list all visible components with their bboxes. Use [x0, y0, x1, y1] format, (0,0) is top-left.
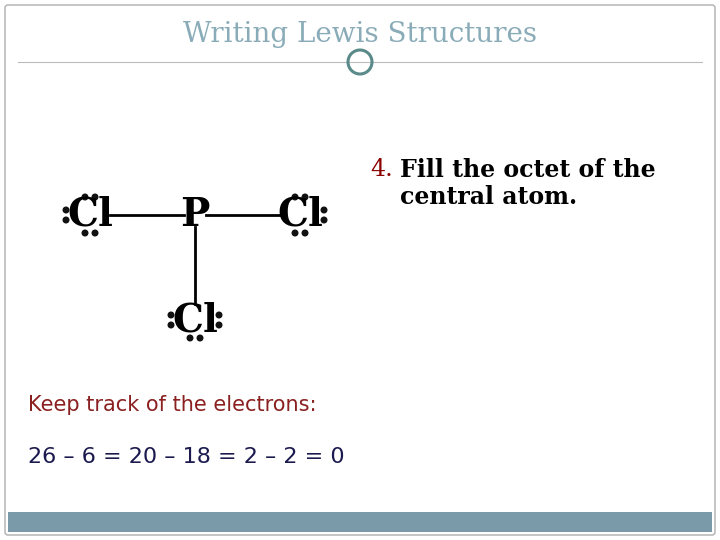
Text: Cl: Cl	[277, 196, 323, 234]
Bar	[8, 512, 712, 532]
Text: Cl: Cl	[172, 301, 218, 339]
Circle shape	[197, 335, 203, 341]
Text: Fill the octet of the: Fill the octet of the	[400, 158, 656, 182]
Text: P: P	[180, 196, 210, 234]
Circle shape	[168, 322, 174, 328]
Text: 4.: 4.	[370, 158, 393, 181]
Circle shape	[92, 194, 98, 200]
Circle shape	[321, 217, 327, 223]
Circle shape	[302, 230, 308, 236]
Text: central atom.: central atom.	[400, 185, 577, 209]
Circle shape	[92, 230, 98, 236]
Circle shape	[216, 312, 222, 318]
FancyBboxPatch shape	[5, 5, 715, 535]
Text: Writing Lewis Structures: Writing Lewis Structures	[183, 22, 537, 49]
Circle shape	[292, 230, 298, 236]
Circle shape	[82, 230, 88, 236]
Circle shape	[216, 322, 222, 328]
Circle shape	[292, 194, 298, 200]
Circle shape	[302, 194, 308, 200]
Circle shape	[168, 312, 174, 318]
Circle shape	[63, 217, 69, 223]
Text: 26 – 6 = 20 – 18 = 2 – 2 = 0: 26 – 6 = 20 – 18 = 2 – 2 = 0	[28, 447, 345, 467]
Circle shape	[63, 207, 69, 213]
Circle shape	[82, 194, 88, 200]
Circle shape	[321, 207, 327, 213]
Text: Keep track of the electrons:: Keep track of the electrons:	[28, 395, 317, 415]
Text: Cl: Cl	[67, 196, 113, 234]
Circle shape	[187, 335, 193, 341]
